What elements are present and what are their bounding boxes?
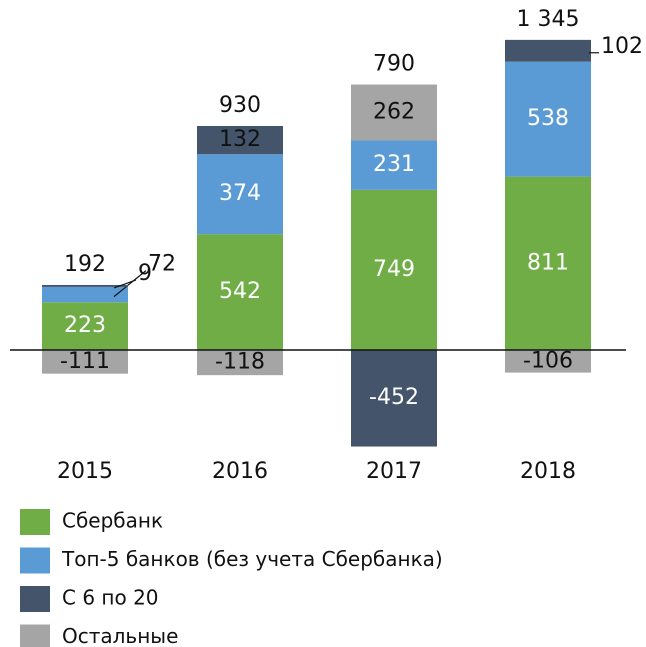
data-label: 223: [64, 313, 106, 338]
bar-segment: [42, 302, 128, 350]
bar-segment: [42, 349, 128, 374]
data-label: 374: [219, 181, 261, 206]
data-label: -118: [215, 350, 265, 375]
bar-segment: [197, 154, 283, 235]
data-label: 262: [373, 100, 415, 125]
bar-segment: [197, 234, 283, 350]
bar-segment: [505, 349, 591, 373]
legend-label: Топ-5 банков (без учета Сбербанка): [61, 547, 443, 571]
x-tick-label: 2016: [212, 459, 268, 484]
leader-line: [113, 270, 147, 298]
bar-segment: [505, 176, 591, 350]
leader-line: [113, 279, 137, 289]
bar-segment: [505, 61, 591, 177]
bar-segment: [42, 286, 128, 303]
data-label: 538: [527, 106, 569, 131]
total-label: 790: [373, 52, 415, 77]
legend-swatch: [20, 586, 50, 612]
bar-segment: [351, 189, 437, 350]
bar-segment: [42, 284, 128, 287]
total-label: 930: [219, 93, 261, 118]
legend-swatch: [20, 624, 50, 647]
bar-segment: [351, 349, 437, 447]
bar-segment: [197, 349, 283, 376]
x-tick-label: 2018: [520, 459, 576, 484]
data-label: 102: [601, 34, 643, 59]
x-tick-label: 2015: [57, 459, 113, 484]
legend-swatch: [20, 509, 50, 535]
data-label: 9: [138, 261, 152, 286]
total-label: 1 345: [517, 7, 580, 32]
data-label: 811: [527, 250, 569, 275]
legend-label: С 6 по 20: [62, 586, 159, 610]
legend-label: Остальные: [62, 624, 178, 647]
data-label: 749: [373, 257, 415, 282]
data-label: -106: [523, 348, 573, 373]
total-label: 192: [64, 252, 106, 277]
data-label: 132: [219, 127, 261, 152]
data-label: 72: [148, 252, 176, 277]
data-label: 542: [219, 279, 261, 304]
bar-segment: [197, 125, 283, 155]
x-tick-label: 2017: [366, 459, 422, 484]
bar-segment: [505, 39, 591, 62]
bar-segment: [351, 140, 437, 190]
data-label: 231: [373, 152, 415, 177]
legend-label: Сбербанк: [62, 509, 163, 533]
bar-segment: [351, 84, 437, 141]
legend-swatch: [20, 547, 50, 574]
data-label: -111: [60, 349, 110, 374]
data-label: -452: [369, 385, 419, 410]
